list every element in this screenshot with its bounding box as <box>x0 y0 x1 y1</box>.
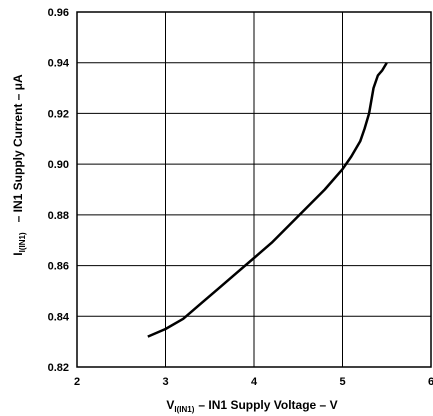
x-tick-label: 4 <box>251 376 258 388</box>
series-line <box>147 62 388 338</box>
x-axis-text: – IN1 Supply Voltage – V <box>198 398 337 412</box>
y-tick-label: 0.96 <box>48 7 69 19</box>
x-tick-labels: 2 3 4 5 6 <box>74 376 433 388</box>
x-axis-subscript: I(IN1) <box>174 405 194 414</box>
y-tick-label: 0.90 <box>48 159 69 171</box>
series-lines <box>147 62 388 338</box>
grid-lines <box>76 11 432 368</box>
y-axis-label: II(IN1) – IN1 Supply Current – μA <box>11 74 27 256</box>
y-tick-label: 0.82 <box>48 362 69 374</box>
y-tick-label: 0.94 <box>48 58 70 70</box>
x-tick-label: 3 <box>162 376 168 388</box>
y-tick-label: 0.86 <box>48 261 69 273</box>
plot-area-frame <box>76 11 432 368</box>
y-tick-label: 0.84 <box>48 311 70 323</box>
y-axis-text: – IN1 Supply Current – μA <box>11 74 25 222</box>
x-tick-label: 5 <box>339 376 345 388</box>
y-axis-subscript: I(IN1) <box>18 232 27 252</box>
y-axis-symbol: I <box>11 252 25 255</box>
y-tick-labels: 0.82 0.84 0.86 0.88 0.90 0.92 0.94 0.96 <box>48 7 70 374</box>
x-tick-label: 2 <box>74 376 80 388</box>
x-tick-label: 6 <box>428 376 433 388</box>
y-tick-label: 0.92 <box>48 108 69 120</box>
x-axis-label: VI(IN1) – IN1 Supply Voltage – V <box>166 398 337 414</box>
y-tick-label: 0.88 <box>48 210 69 222</box>
x-axis-symbol: V <box>166 398 174 412</box>
